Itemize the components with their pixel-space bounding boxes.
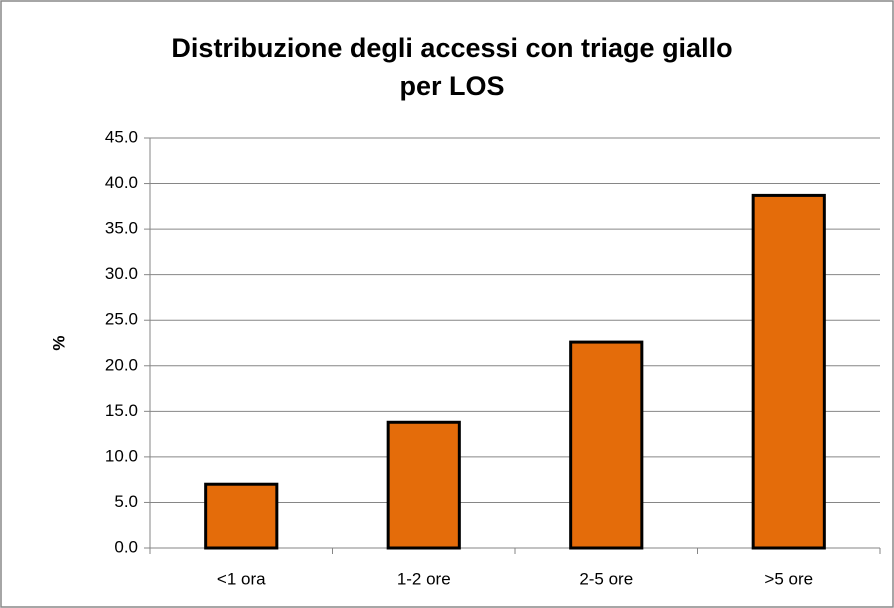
bar bbox=[751, 193, 826, 550]
y-tick-label: 5.0 bbox=[114, 492, 138, 511]
bar bbox=[569, 340, 644, 550]
y-tick-label: 20.0 bbox=[105, 355, 138, 374]
y-tick-label: 30.0 bbox=[105, 264, 138, 283]
x-tick-label: >5 ore bbox=[764, 569, 813, 588]
x-tick-label: 1-2 ore bbox=[397, 569, 451, 588]
y-tick-label: 35.0 bbox=[105, 219, 138, 238]
y-tick-label: 15.0 bbox=[105, 401, 138, 420]
chart-title: Distribuzione degli accessi con triage g… bbox=[171, 33, 732, 63]
y-tick-label: 10.0 bbox=[105, 446, 138, 465]
y-tick-label: 25.0 bbox=[105, 310, 138, 329]
chart-title: per LOS bbox=[399, 71, 504, 101]
y-axis-label: % bbox=[49, 335, 68, 350]
y-tick-label: 40.0 bbox=[105, 173, 138, 192]
bar bbox=[204, 482, 279, 550]
y-tick-label: 0.0 bbox=[114, 537, 138, 556]
bar bbox=[386, 420, 461, 550]
x-tick-label: 2-5 ore bbox=[579, 569, 633, 588]
x-tick-label: <1 ora bbox=[217, 569, 266, 588]
y-tick-label: 45.0 bbox=[105, 127, 138, 146]
